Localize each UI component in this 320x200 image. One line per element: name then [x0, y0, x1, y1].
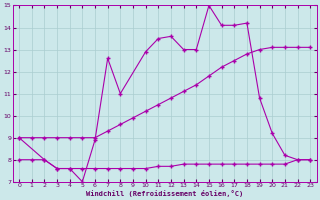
X-axis label: Windchill (Refroidissement éolien,°C): Windchill (Refroidissement éolien,°C): [86, 190, 243, 197]
